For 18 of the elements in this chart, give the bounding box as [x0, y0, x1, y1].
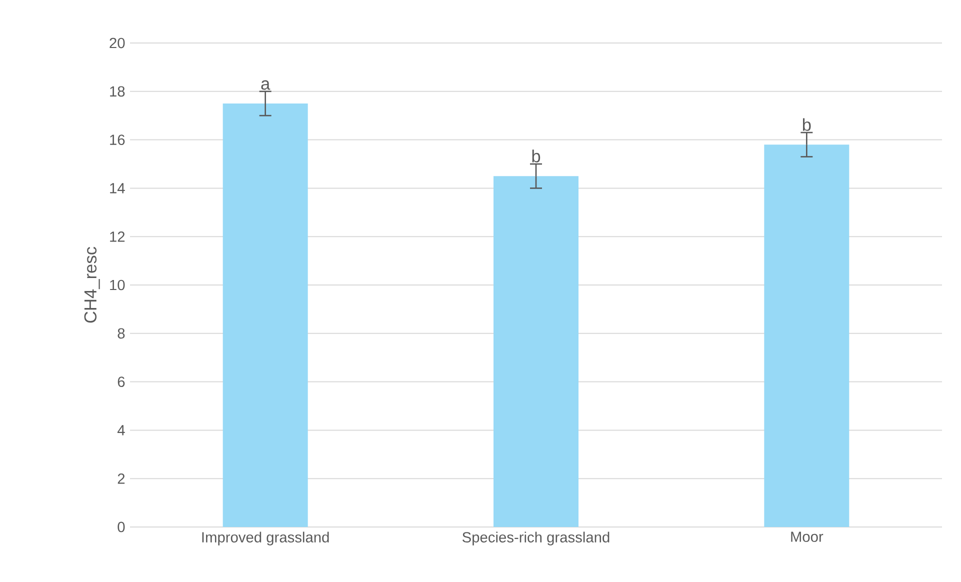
- y-axis-title: CH4_resc: [84, 246, 100, 323]
- x-tick-label: Species-rich grassland: [462, 532, 610, 546]
- x-tick-label: Improved grassland: [202, 532, 329, 546]
- y-tick-label: 20: [110, 38, 125, 48]
- y-tick-label: 2: [118, 473, 125, 484]
- annotation: b: [532, 150, 540, 162]
- y-tick-label: 16: [110, 134, 125, 145]
- y-tick-label: 8: [118, 328, 125, 339]
- y-tick-label: 12: [110, 231, 125, 242]
- y-tick-label: 14: [110, 183, 125, 194]
- y-tick-label: 6: [118, 376, 125, 387]
- annotation: a: [261, 80, 270, 90]
- y-tick-label: 0: [118, 522, 125, 532]
- y-tick-label: 18: [110, 86, 125, 97]
- y-tick-label: 4: [117, 425, 125, 436]
- y-tick-label: 10: [110, 280, 125, 290]
- x-tick-label: Moor: [791, 532, 824, 542]
- annotation: b: [802, 118, 811, 131]
